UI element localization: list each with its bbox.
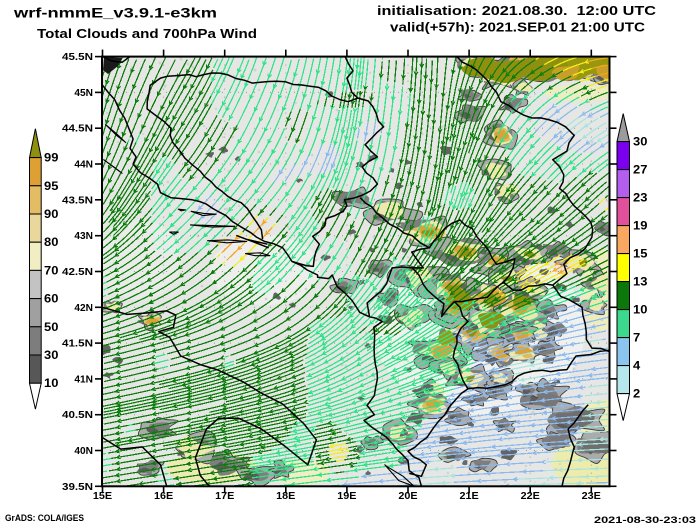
svg-text:18E: 18E: [276, 490, 295, 502]
svg-text:2021-08-30-23:03: 2021-08-30-23:03: [594, 515, 696, 526]
svg-text:45N: 45N: [74, 87, 93, 99]
svg-text:44.5N: 44.5N: [62, 123, 93, 135]
svg-text:43N: 43N: [74, 230, 93, 242]
svg-text:44N: 44N: [74, 159, 93, 171]
svg-text:valid(+57h): 2021.SEP.01 21:00: valid(+57h): 2021.SEP.01 21:00 UTC: [390, 20, 646, 35]
svg-text:Total Clouds and 700hPa Wind: Total Clouds and 700hPa Wind: [37, 26, 257, 41]
svg-text:30: 30: [633, 137, 647, 149]
svg-text:45.5N: 45.5N: [62, 51, 93, 63]
svg-text:41N: 41N: [74, 373, 93, 385]
svg-text:7: 7: [633, 333, 640, 345]
svg-text:initialisation: 2021.08.30. 1: initialisation: 2021.08.30. 12:00 UTC: [377, 3, 657, 18]
svg-text:15E: 15E: [93, 490, 112, 502]
svg-text:90: 90: [44, 209, 58, 221]
svg-text:23: 23: [633, 193, 647, 205]
svg-text:50: 50: [44, 322, 58, 334]
svg-text:40.5N: 40.5N: [62, 409, 93, 421]
svg-text:22E: 22E: [521, 490, 540, 502]
svg-text:41.5N: 41.5N: [62, 338, 93, 350]
svg-text:40N: 40N: [74, 445, 93, 457]
svg-text:27: 27: [633, 165, 647, 177]
svg-text:39.5N: 39.5N: [62, 481, 93, 493]
svg-text:70: 70: [44, 265, 58, 277]
svg-text:16E: 16E: [154, 490, 173, 502]
svg-text:30: 30: [44, 350, 58, 362]
svg-text:19E: 19E: [337, 490, 356, 502]
svg-text:13: 13: [633, 277, 647, 289]
svg-text:43.5N: 43.5N: [62, 194, 93, 206]
svg-text:19: 19: [633, 221, 647, 233]
svg-text:23E: 23E: [582, 490, 601, 502]
svg-text:42N: 42N: [74, 302, 93, 314]
svg-text:42.5N: 42.5N: [62, 266, 93, 278]
svg-text:wrf-nmmE_v3.9.1-e3km: wrf-nmmE_v3.9.1-e3km: [13, 5, 217, 21]
svg-text:20E: 20E: [398, 490, 417, 502]
svg-text:GrADS: COLA/IGES: GrADS: COLA/IGES: [5, 513, 84, 524]
svg-text:2: 2: [633, 389, 640, 401]
svg-text:95: 95: [44, 181, 59, 193]
svg-text:80: 80: [44, 237, 58, 249]
svg-text:60: 60: [44, 294, 58, 306]
svg-text:10: 10: [44, 378, 58, 390]
svg-text:17E: 17E: [215, 490, 234, 502]
svg-text:15: 15: [633, 249, 648, 261]
svg-text:21E: 21E: [460, 490, 479, 502]
svg-text:10: 10: [633, 305, 647, 317]
svg-text:99: 99: [44, 153, 58, 165]
svg-text:4: 4: [633, 361, 641, 373]
